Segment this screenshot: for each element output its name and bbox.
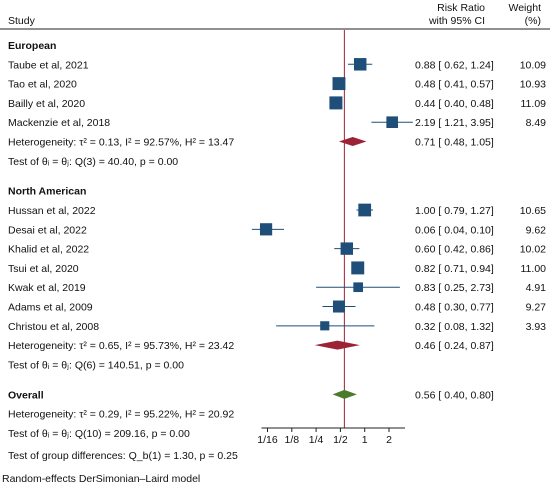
group-title: European bbox=[8, 40, 56, 52]
study-label: Adams et al, 2009 bbox=[8, 302, 93, 314]
study-weight: 10.65 bbox=[520, 205, 546, 217]
group-pooled-diamond bbox=[314, 340, 360, 350]
x-tick-label: 1/16 bbox=[257, 434, 278, 446]
group-differences-test: Test of group differences: Q_b(1) = 1.30… bbox=[8, 450, 238, 462]
study-weight: 11.00 bbox=[521, 263, 547, 275]
overall-ci-text: 0.56 [ 0.40, 0.80] bbox=[415, 389, 494, 401]
group-title: North American bbox=[8, 186, 86, 198]
study-label: Tsui et al, 2020 bbox=[8, 263, 79, 275]
study-marker bbox=[332, 300, 345, 313]
study-ci-text: 0.88 [ 0.62, 1.24] bbox=[415, 59, 494, 71]
study-ci-text: 0.32 [ 0.08, 1.32] bbox=[415, 321, 494, 333]
study-weight: 3.93 bbox=[526, 321, 547, 333]
study-marker bbox=[340, 242, 354, 255]
overall-diamond bbox=[332, 389, 357, 399]
study-weight: 8.49 bbox=[526, 117, 547, 129]
x-tick-label: 2 bbox=[386, 434, 392, 446]
study-ci-text: 0.44 [ 0.40, 0.48] bbox=[415, 98, 494, 110]
overall-heterogeneity: Heterogeneity: τ² = 0.29, I² = 95.22%, H… bbox=[8, 409, 234, 421]
header-weight: Weight bbox=[509, 2, 542, 14]
study-marker bbox=[353, 58, 367, 71]
study-marker bbox=[351, 261, 365, 275]
study-ci-text: 0.82 [ 0.71, 0.94] bbox=[415, 263, 494, 275]
study-weight: 9.27 bbox=[526, 302, 547, 314]
study-ci-text: 0.48 [ 0.41, 0.57] bbox=[415, 79, 494, 91]
group-test: Test of θᵢ = θⱼ: Q(6) = 140.51, p = 0.00 bbox=[8, 359, 184, 371]
footnote: Random-effects DerSimonian–Laird model bbox=[2, 473, 200, 485]
header-study: Study bbox=[8, 15, 36, 27]
study-label: Hussan et al, 2022 bbox=[8, 205, 96, 217]
study-ci-text: 1.00 [ 0.79, 1.27] bbox=[415, 205, 494, 217]
study-label: Desai et al, 2022 bbox=[8, 224, 87, 236]
study-weight: 11.09 bbox=[521, 98, 547, 110]
study-weight: 10.09 bbox=[520, 59, 546, 71]
header-ci: with 95% CI bbox=[428, 15, 485, 27]
study-marker bbox=[332, 77, 346, 91]
study-marker bbox=[386, 116, 398, 128]
study-weight: 10.93 bbox=[520, 79, 546, 91]
overall-test: Test of θᵢ = θⱼ: Q(10) = 209.16, p = 0.0… bbox=[8, 428, 190, 440]
study-weight: 9.62 bbox=[526, 224, 547, 236]
overall-title: Overall bbox=[8, 389, 44, 401]
study-marker bbox=[259, 223, 273, 236]
group-heterogeneity: Heterogeneity: τ² = 0.65, I² = 95.73%, H… bbox=[8, 340, 234, 352]
group-pooled-ci-text: 0.46 [ 0.24, 0.87] bbox=[415, 340, 494, 352]
study-marker bbox=[320, 321, 330, 331]
study-marker bbox=[329, 96, 343, 110]
study-weight: 4.91 bbox=[526, 282, 547, 294]
x-tick-label: 1/8 bbox=[284, 434, 299, 446]
study-ci-text: 0.06 [ 0.04, 0.10] bbox=[415, 224, 494, 236]
study-label: Mackenzie et al, 2018 bbox=[8, 117, 110, 129]
study-ci-text: 0.83 [ 0.25, 2.73] bbox=[415, 282, 494, 294]
study-label: Kwak et al, 2019 bbox=[8, 282, 86, 294]
study-label: Khalid et al, 2022 bbox=[8, 244, 89, 256]
study-ci-text: 0.60 [ 0.42, 0.86] bbox=[415, 244, 494, 256]
study-label: Tao et al, 2020 bbox=[8, 79, 77, 91]
study-ci-text: 2.19 [ 1.21, 3.95] bbox=[415, 117, 494, 129]
x-tick-label: 1/4 bbox=[309, 434, 324, 446]
x-tick-label: 1/2 bbox=[333, 434, 348, 446]
study-ci-text: 0.48 [ 0.30, 0.77] bbox=[415, 302, 494, 314]
study-weight: 10.02 bbox=[520, 244, 546, 256]
study-marker bbox=[358, 203, 372, 217]
study-marker bbox=[353, 282, 363, 293]
study-label: Christou et al, 2008 bbox=[8, 321, 99, 333]
group-pooled-diamond bbox=[338, 137, 367, 146]
group-pooled-ci-text: 0.71 [ 0.48, 1.05] bbox=[415, 137, 494, 149]
study-label: Taube et al, 2021 bbox=[8, 59, 89, 71]
group-test: Test of θᵢ = θⱼ: Q(3) = 40.40, p = 0.00 bbox=[8, 156, 178, 168]
study-label: Bailly et al, 2020 bbox=[8, 98, 85, 110]
header-weight-unit: (%) bbox=[525, 15, 541, 27]
header-risk-ratio: Risk Ratio bbox=[437, 2, 485, 14]
x-tick-label: 1 bbox=[362, 434, 368, 446]
group-heterogeneity: Heterogeneity: τ² = 0.13, I² = 92.57%, H… bbox=[8, 137, 234, 149]
